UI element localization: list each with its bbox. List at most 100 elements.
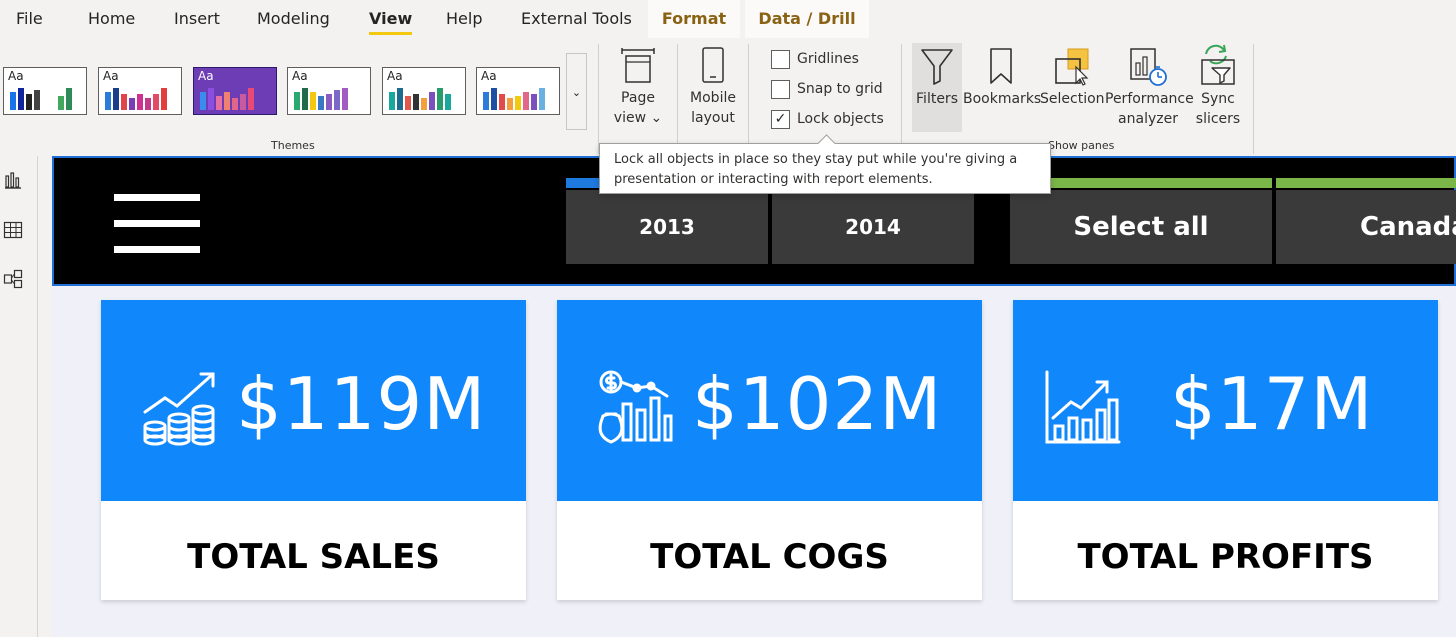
view-switcher-rail xyxy=(0,156,38,637)
tab-data-drill[interactable]: Data / Drill xyxy=(745,0,869,38)
page-view-button[interactable]: Page view ⌄ xyxy=(612,46,664,128)
kpi-label: TOTAL SALES xyxy=(187,537,440,577)
theme-colors xyxy=(483,88,545,110)
gridlines-label: Gridlines xyxy=(797,51,859,67)
menu-view[interactable]: View xyxy=(369,9,413,35)
theme-swatch-1[interactable]: Aa xyxy=(3,67,87,115)
report-view-icon[interactable] xyxy=(3,170,23,190)
theme-swatch-5[interactable]: Aa xyxy=(382,67,466,115)
data-view-icon[interactable] xyxy=(3,220,23,240)
theme-colors xyxy=(10,88,72,110)
theme-swatch-4[interactable]: Aa xyxy=(287,67,371,115)
page-view-label-1: Page xyxy=(621,90,655,106)
kpi-value: $119M xyxy=(236,362,487,446)
theme-colors xyxy=(389,88,451,110)
kpi-label: TOTAL PROFITS xyxy=(1077,537,1374,577)
theme-colors xyxy=(200,88,254,110)
ribbon-divider xyxy=(1253,44,1254,154)
theme-swatch-label: Aa xyxy=(103,69,119,83)
bookmark-icon xyxy=(990,48,1012,84)
checkmark-icon: ✓ xyxy=(771,109,790,129)
menu-help[interactable]: Help xyxy=(446,9,483,28)
kpi-card-total-sales[interactable]: $119M TOTAL SALES xyxy=(101,300,526,600)
themes-gallery-expand-button[interactable]: ⌄ xyxy=(566,53,587,130)
theme-colors xyxy=(294,88,348,110)
mobile-layout-button[interactable]: Mobile layout xyxy=(684,46,742,128)
tooltip-line-1: Lock all objects in place so they stay p… xyxy=(614,152,1018,167)
menu-home[interactable]: Home xyxy=(88,9,136,28)
performance-analyzer-icon xyxy=(1130,48,1167,86)
kpi-footer: TOTAL SALES xyxy=(101,501,526,600)
selection-pane-button[interactable]: Selection xyxy=(1040,47,1105,109)
menu-insert[interactable]: Insert xyxy=(174,9,220,28)
slicer-select-all[interactable]: Select all xyxy=(1010,190,1272,264)
sync-slicers-label-2: slicers xyxy=(1195,111,1241,127)
performance-label-2: analyzer xyxy=(1118,111,1178,127)
ribbon-divider xyxy=(598,44,599,154)
tab-format[interactable]: Format xyxy=(648,0,740,38)
slicer-canada[interactable]: Canada xyxy=(1276,190,1456,264)
show-panes-group-label: Show panes xyxy=(1048,139,1115,152)
tooltip-line-2: presentation or interacting with report … xyxy=(614,172,933,187)
kpi-header: $102M xyxy=(557,300,982,501)
ribbon-divider xyxy=(677,44,678,154)
lock-objects-tooltip: Lock all objects in place so they stay p… xyxy=(599,143,1051,194)
performance-label-1: Performance xyxy=(1105,91,1194,107)
performance-analyzer-button[interactable]: Performance analyzer xyxy=(1105,47,1194,129)
lock-objects-checkbox[interactable]: ✓ Lock objects xyxy=(771,108,884,130)
ribbon: Aa Aa Aa Aa Aa xyxy=(0,38,1456,156)
filters-label: Filters xyxy=(916,91,958,107)
menu-modeling[interactable]: Modeling xyxy=(257,9,330,28)
theme-swatch-2[interactable]: Aa xyxy=(98,67,182,115)
theme-swatch-label: Aa xyxy=(198,69,214,83)
bookmarks-pane-button[interactable]: Bookmarks xyxy=(963,47,1041,109)
filters-pane-button[interactable]: Filters xyxy=(912,43,962,132)
mobile-layout-label-1: Mobile xyxy=(690,90,736,106)
model-view-icon[interactable] xyxy=(3,269,23,289)
selection-icon xyxy=(1055,48,1089,86)
sync-slicers-icon xyxy=(1201,44,1235,85)
slicer-year-2013[interactable]: 2013 xyxy=(566,190,768,264)
sync-slicers-button[interactable]: Sync slicers xyxy=(1192,44,1244,129)
page-view-label-2: view ⌄ xyxy=(613,110,663,126)
lock-objects-label: Lock objects xyxy=(797,111,884,127)
menu-file[interactable]: File xyxy=(16,9,43,28)
sync-slicers-label-1: Sync xyxy=(1201,91,1235,107)
kpi-header: $17M xyxy=(1013,300,1438,501)
hamburger-menu-icon[interactable] xyxy=(114,194,200,253)
kpi-footer: TOTAL PROFITS xyxy=(1013,501,1438,600)
kpi-footer: TOTAL COGS xyxy=(557,501,982,600)
theme-swatch-6[interactable]: Aa xyxy=(476,67,560,115)
country-slicer-accent-bar xyxy=(1010,178,1272,188)
gridlines-checkbox[interactable]: Gridlines xyxy=(771,48,859,70)
snap-to-grid-checkbox[interactable]: Snap to grid xyxy=(771,78,883,100)
theme-colors xyxy=(105,88,167,110)
slicer-year-2014[interactable]: 2014 xyxy=(772,190,974,264)
checkbox-box xyxy=(771,49,790,69)
report-canvas[interactable]: 2013 2014 Select all Canada $119M xyxy=(52,156,1456,637)
kpi-label: TOTAL COGS xyxy=(650,537,889,577)
filter-funnel-icon xyxy=(921,49,953,85)
theme-swatch-label: Aa xyxy=(387,69,403,83)
kpi-header: $119M xyxy=(101,300,526,501)
coins-growth-icon xyxy=(143,372,215,446)
checkbox-box xyxy=(771,79,790,99)
ribbon-divider xyxy=(901,44,902,154)
kpi-value: $102M xyxy=(692,362,943,446)
bar-growth-icon xyxy=(1045,370,1121,444)
money-bag-chart-icon xyxy=(598,370,673,444)
themes-group-label: Themes xyxy=(271,139,315,152)
theme-swatch-label: Aa xyxy=(481,69,497,83)
menu-external-tools[interactable]: External Tools xyxy=(521,9,632,28)
ribbon-divider xyxy=(748,44,749,154)
menu-bar: File Home Insert Modeling View Help Exte… xyxy=(0,0,1456,40)
snap-to-grid-label: Snap to grid xyxy=(797,81,883,97)
kpi-card-total-cogs[interactable]: $102M TOTAL COGS xyxy=(557,300,982,600)
page-view-icon xyxy=(621,48,655,83)
theme-swatch-label: Aa xyxy=(292,69,308,83)
kpi-card-total-profits[interactable]: $17M TOTAL PROFITS xyxy=(1013,300,1438,600)
country-slicer-accent-bar xyxy=(1276,178,1456,188)
theme-swatch-3[interactable]: Aa xyxy=(193,67,277,115)
kpi-value: $17M xyxy=(1170,362,1374,446)
